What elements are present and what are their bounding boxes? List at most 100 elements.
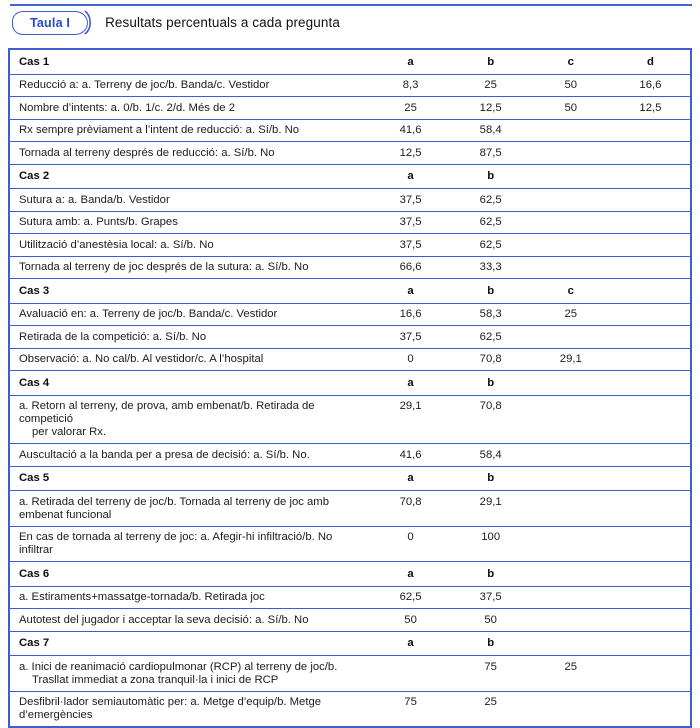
case-title: Cas 6 [19, 567, 50, 580]
column-letter: c [567, 55, 574, 68]
row-label: a. Estiraments+massatge-tornada/b. Retir… [9, 586, 371, 609]
row-label-line1: a. Inici de reanimació cardiopulmonar (R… [19, 660, 338, 673]
value-cell: 50 [564, 79, 578, 91]
case-header-row: Cas 2 a b [9, 164, 691, 189]
value-cell [531, 189, 611, 212]
value-cell [531, 256, 611, 279]
value-cell: 37,5 [399, 238, 422, 251]
row-label-line1: Nombre d’intents: a. 0/b. 1/c. 2/d. Més … [19, 101, 236, 114]
value-cell [611, 234, 691, 257]
table-number-label: Taula I [30, 15, 71, 30]
case-header-row: Cas 5 a b [9, 466, 691, 491]
column-letter [531, 466, 611, 491]
column-letter [611, 466, 691, 491]
results-table-container: Cas 1 a b c d Reducció a: a. Terreny de joc/b… [8, 48, 692, 728]
value-cell: 0 [407, 353, 414, 365]
column-letter [611, 279, 691, 304]
case-header-row: Cas 6 a b [9, 562, 691, 587]
row-label: Desfibril·lador semiautomàtic per: a. Me… [9, 691, 371, 727]
row-label-line1: a. Retorn al terreny, de prova, amb embe… [19, 400, 315, 425]
row-label: Avaluació en: a. Terreny de joc/b. Banda… [9, 303, 371, 326]
value-cell: 70,8 [479, 400, 502, 412]
value-cell: 37,5 [399, 216, 422, 228]
column-letter: c [567, 284, 574, 297]
value-cell: 0 [407, 531, 414, 543]
value-cell: 8,3 [402, 79, 419, 91]
value-cell [611, 395, 691, 444]
value-cell [531, 444, 611, 467]
column-letter: b [487, 472, 495, 484]
value-cell [611, 142, 691, 165]
value-cell [611, 609, 691, 632]
row-label: Sutura a: a. Banda/b. Vestidor [9, 189, 371, 212]
column-letter [611, 562, 691, 587]
table-row: Utilització d’anestèsia local: a. Sí/b. … [9, 234, 691, 257]
row-label-line1: Reducció a: a. Terreny de joc/b. Banda/c… [19, 79, 270, 91]
value-cell [531, 326, 611, 349]
table-row: Reducció a: a. Terreny de joc/b. Banda/c… [9, 74, 691, 97]
row-label: En cas de tornada al terreny de joc: a. … [9, 526, 371, 562]
value-cell: 12,5 [399, 146, 422, 159]
table-row: En cas de tornada al terreny de joc: a. … [9, 526, 691, 562]
value-cell: 62,5 [479, 216, 502, 228]
top-rule [10, 4, 692, 6]
column-letter: b [487, 637, 495, 649]
value-cell: 70,8 [399, 495, 422, 508]
value-cell: 41,6 [399, 448, 422, 461]
value-cell [611, 303, 691, 326]
column-letter: b [487, 55, 495, 68]
column-letter: b [487, 284, 495, 297]
value-cell [611, 444, 691, 467]
row-label-line1: Avaluació en: a. Terreny de joc/b. Banda… [19, 308, 278, 320]
column-letter [611, 631, 691, 656]
row-label: Autotest del jugador i acceptar la seva … [9, 609, 371, 632]
value-cell [611, 189, 691, 212]
value-cell: 37,5 [479, 591, 502, 603]
case-title: Cas 1 [19, 55, 50, 68]
value-cell: 75 [484, 660, 497, 673]
row-label-line1: Auscultació a la banda per a presa de de… [19, 448, 310, 461]
column-letter [531, 164, 611, 189]
column-letter: a [407, 567, 414, 580]
value-cell [611, 326, 691, 349]
value-cell [531, 395, 611, 444]
value-cell [611, 348, 691, 371]
value-cell: 25 [564, 660, 578, 673]
table-caption-bar: Taula I Resultats percentuals a cada pre… [12, 10, 340, 35]
table-row: Observació: a. No cal/b. Al vestidor/c. … [9, 348, 691, 371]
column-letter [531, 631, 611, 656]
table-row: Avaluació en: a. Terreny de joc/b. Banda… [9, 303, 691, 326]
value-cell: 75 [404, 696, 417, 708]
value-cell [611, 656, 691, 692]
value-cell [531, 586, 611, 609]
case-title: Cas 2 [19, 170, 50, 182]
column-letter: b [487, 376, 495, 389]
value-cell: 33,3 [479, 261, 502, 273]
value-cell: 16,6 [639, 79, 662, 91]
row-label-line1: Sutura a: a. Banda/b. Vestidor [19, 193, 170, 206]
column-letter [611, 371, 691, 396]
row-label-line1: Autotest del jugador i acceptar la seva … [19, 613, 309, 626]
value-cell: 58,3 [479, 308, 502, 320]
value-cell [531, 609, 611, 632]
value-cell [531, 211, 611, 234]
value-cell: 37,5 [399, 330, 422, 343]
value-cell [531, 234, 611, 257]
value-cell: 70,8 [479, 353, 502, 365]
results-table: Cas 1 a b c d Reducció a: a. Terreny de joc/b… [8, 48, 692, 728]
value-cell: 29,1 [399, 400, 422, 412]
value-cell [531, 142, 611, 165]
value-cell: 100 [481, 531, 501, 543]
value-cell: 16,6 [399, 308, 422, 320]
value-cell: 12,5 [639, 101, 662, 114]
value-cell: 29,1 [479, 495, 502, 508]
value-cell: 50 [564, 101, 578, 114]
row-label: Retirada de la competició: a. Sí/b. No [9, 326, 371, 349]
row-label-line2: Trasllat immediat a zona tranquil·la i i… [32, 673, 279, 686]
table-title: Resultats percentuals a cada pregunta [105, 15, 340, 30]
value-cell [531, 119, 611, 142]
value-cell [611, 491, 691, 527]
value-cell: 50 [404, 613, 417, 626]
value-cell [611, 211, 691, 234]
column-letter: b [487, 170, 495, 182]
